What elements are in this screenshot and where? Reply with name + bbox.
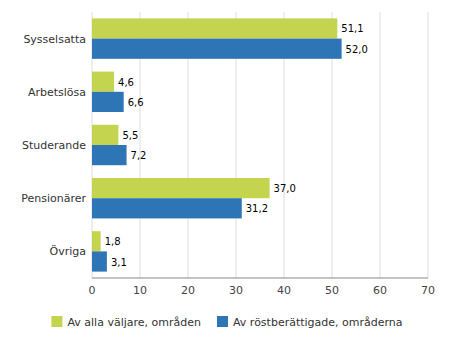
x-tick-label: 20 <box>181 284 195 297</box>
bar <box>92 92 124 112</box>
legend-label: Av röstberättigade, områderna <box>233 316 403 329</box>
grid-line <box>380 12 381 278</box>
x-tick-label: 60 <box>373 284 387 297</box>
bar <box>92 72 114 92</box>
y-tick-label: Arbetslösa <box>28 86 86 99</box>
bar <box>92 198 242 218</box>
legend-swatch <box>51 316 62 327</box>
x-tick-label: 10 <box>133 284 147 297</box>
x-tick-label: 40 <box>277 284 291 297</box>
data-label: 37,0 <box>274 183 296 194</box>
chart-container: 0 10 20 30 40 50 60 70 51,1 52,0 4,6 6,6 5,5 7,2 37,0 3… <box>0 0 454 340</box>
x-tick-label: 70 <box>421 284 435 297</box>
bar <box>92 39 342 59</box>
x-tick-label: 50 <box>325 284 339 297</box>
data-label: 52,0 <box>346 44 368 55</box>
bar <box>92 178 270 198</box>
y-tick-label: Studerande <box>22 139 86 152</box>
x-axis-line <box>92 278 428 279</box>
grid <box>92 12 428 278</box>
legend-item: Av alla väljare, områden <box>51 316 201 329</box>
data-label: 1,8 <box>105 236 121 247</box>
data-label: 4,6 <box>118 77 134 88</box>
chart: 0 10 20 30 40 50 60 70 51,1 52,0 4,6 6,6 5,5 7,2 37,0 3… <box>0 0 454 340</box>
data-labels: 51,1 52,0 4,6 6,6 5,5 7,2 37,0 31,2 1,8 3,1 <box>105 23 368 267</box>
data-label: 51,1 <box>341 23 363 34</box>
grid-line <box>428 12 429 278</box>
data-label: 31,2 <box>246 203 268 214</box>
bar <box>92 231 101 251</box>
data-label: 7,2 <box>131 150 147 161</box>
data-label: 6,6 <box>128 97 144 108</box>
legend-item: Av röstberättigade, områderna <box>217 316 403 329</box>
y-tick-label: Övriga <box>50 245 86 258</box>
data-label: 3,1 <box>111 257 127 268</box>
y-tick-label: Pensionärer <box>21 192 86 205</box>
legend: Av alla väljare, områden Av röstberättiga… <box>51 316 402 329</box>
bar <box>92 145 127 165</box>
bar <box>92 18 337 38</box>
x-tick-label: 30 <box>229 284 243 297</box>
data-label: 5,5 <box>122 130 138 141</box>
legend-swatch <box>217 316 228 327</box>
bar <box>92 125 118 145</box>
bar <box>92 251 107 271</box>
legend-label: Av alla väljare, områden <box>67 316 201 329</box>
x-tick-label: 0 <box>89 284 96 297</box>
y-tick-label: Sysselsatta <box>23 33 86 46</box>
bars <box>92 18 342 271</box>
